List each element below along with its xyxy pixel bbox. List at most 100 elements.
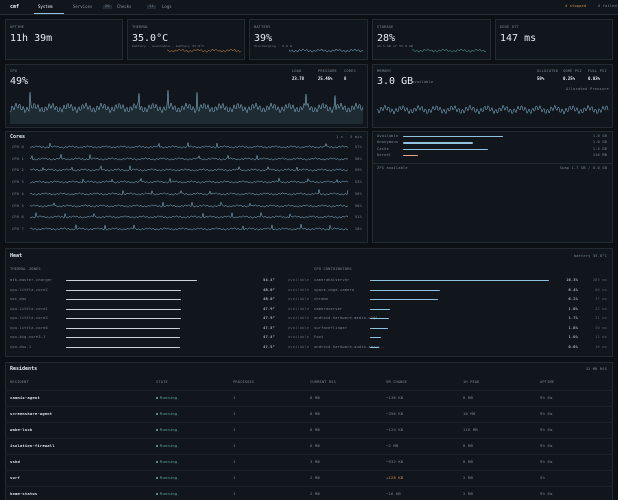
cell: 9h 6m <box>540 491 553 496</box>
cell: 1 <box>233 459 236 464</box>
nav-tab[interactable]: Services <box>73 4 93 9</box>
legend: Allocated <box>566 87 588 91</box>
breakdown-value: 1.4 GB <box>592 146 607 151</box>
sparkline <box>29 142 349 149</box>
cell: 8 MB <box>463 395 473 400</box>
contributor-pct: 1.0% <box>568 335 578 339</box>
contributor-time: 20 ms <box>595 325 607 330</box>
cell: −2 MB <box>386 443 399 448</box>
core-label: CPU 7 <box>12 226 24 231</box>
card <box>372 19 491 60</box>
zone-state: available <box>288 297 310 301</box>
cell: 1 <box>233 443 236 448</box>
state-dot <box>156 428 159 432</box>
panel-value: 3.0 GB <box>377 76 414 87</box>
card-label: BATTERY <box>254 25 271 29</box>
state-dot <box>156 444 159 448</box>
breakdown-bar <box>403 148 488 150</box>
contributor-bar <box>370 299 439 301</box>
card-sub: battery · available · battery 35.0°C <box>132 44 205 48</box>
cell: 6 MB <box>310 443 320 448</box>
status: 0 failed <box>598 4 617 8</box>
card-label: EDGE RTT <box>500 25 519 29</box>
breakdown-label: Cache <box>377 146 389 151</box>
breakdown-divider <box>373 163 612 164</box>
row-divider <box>5 390 613 391</box>
breakdown-footer: ZFS available <box>377 166 408 170</box>
column-header: PROCESSES <box>233 380 255 384</box>
core-value: 18% <box>354 226 362 231</box>
cell: Running <box>160 491 178 496</box>
breakdown-panel <box>372 131 613 243</box>
cell: camnix-agent <box>10 395 40 400</box>
zone-state: available <box>288 335 310 339</box>
breakdown-bar <box>403 154 418 157</box>
sparkline <box>9 90 364 124</box>
column-header: RESIDENT <box>10 380 29 384</box>
column-header: 1H PEAK <box>463 380 480 384</box>
contributor-time: 10 ms <box>595 344 607 349</box>
zone-state: available <box>288 316 310 320</box>
card <box>495 19 613 60</box>
state-dot <box>156 492 159 496</box>
sparkline <box>29 212 349 219</box>
core-value: 51% <box>354 215 362 220</box>
panel-value: 49% <box>10 76 29 87</box>
core-value: 59% <box>354 168 362 173</box>
core-value: 57% <box>354 145 362 149</box>
contributor-pct: 6.4% <box>568 287 578 292</box>
stat-value: 23.78 <box>292 76 305 81</box>
zone-name: cpu-dsu-1 <box>10 344 32 349</box>
zone-state: available <box>288 287 310 292</box>
sparkline <box>411 48 487 53</box>
memory-panel <box>372 64 613 128</box>
card-label: UPTIME <box>10 25 25 29</box>
state-dot <box>156 460 159 464</box>
zone-bar <box>66 280 197 282</box>
stat-label: FULL PSI <box>588 69 607 73</box>
contributor-time: 80 ms <box>595 287 607 292</box>
cell: isolation-firewall <box>10 443 55 448</box>
card-value: 28% <box>377 33 396 44</box>
state-dot <box>156 476 159 480</box>
contributor-bar <box>370 280 550 282</box>
cell: 8 MB <box>463 459 473 464</box>
stat-label: LOAD <box>292 69 302 73</box>
nav-tab[interactable]: Checks <box>117 4 132 9</box>
cell: 8 MB <box>310 427 320 432</box>
sparkline <box>29 200 349 208</box>
cell: 8 MB <box>463 443 473 448</box>
cell: 1 <box>233 427 236 432</box>
contributor-bar <box>370 318 389 320</box>
breakdown-value: 1.8 GB <box>592 134 607 138</box>
contributor-time: 22 ms <box>595 306 607 311</box>
zone-bar <box>66 327 180 329</box>
zone-bar <box>66 299 182 301</box>
card-label: THERMAL <box>132 25 149 29</box>
nav-tab[interactable]: Logs <box>162 4 172 9</box>
status: 4 stopped <box>565 4 587 8</box>
cores-panel <box>5 131 368 243</box>
contributor-name: android.hardware.audio.servi.. <box>314 344 385 349</box>
core-label: CPU 6 <box>12 215 24 220</box>
contributor-name: cameraserver <box>314 306 343 311</box>
zone-temp: 48.0° <box>263 297 275 301</box>
cell: home-status <box>10 491 38 496</box>
nav-bar <box>0 0 618 15</box>
cell: 5h <box>540 475 545 480</box>
heat-panel <box>5 248 613 357</box>
zone-bar <box>66 346 180 348</box>
cell: 1 <box>233 395 236 400</box>
core-label: CPU 2 <box>12 168 24 173</box>
card-sub: discharging · 0.0 W <box>254 44 293 48</box>
zone-bar <box>66 318 181 320</box>
row-divider <box>5 454 613 455</box>
nav-tab[interactable]: System <box>38 4 53 9</box>
card-value: 39% <box>254 33 273 44</box>
cell: 8 MB <box>310 411 320 416</box>
zone-name: cpu-little-core1 <box>10 306 48 311</box>
heat-battery: battery 35.0°C <box>573 254 607 258</box>
column-header: 5M CHANGE <box>386 380 408 384</box>
legend: Pressure <box>590 87 609 91</box>
